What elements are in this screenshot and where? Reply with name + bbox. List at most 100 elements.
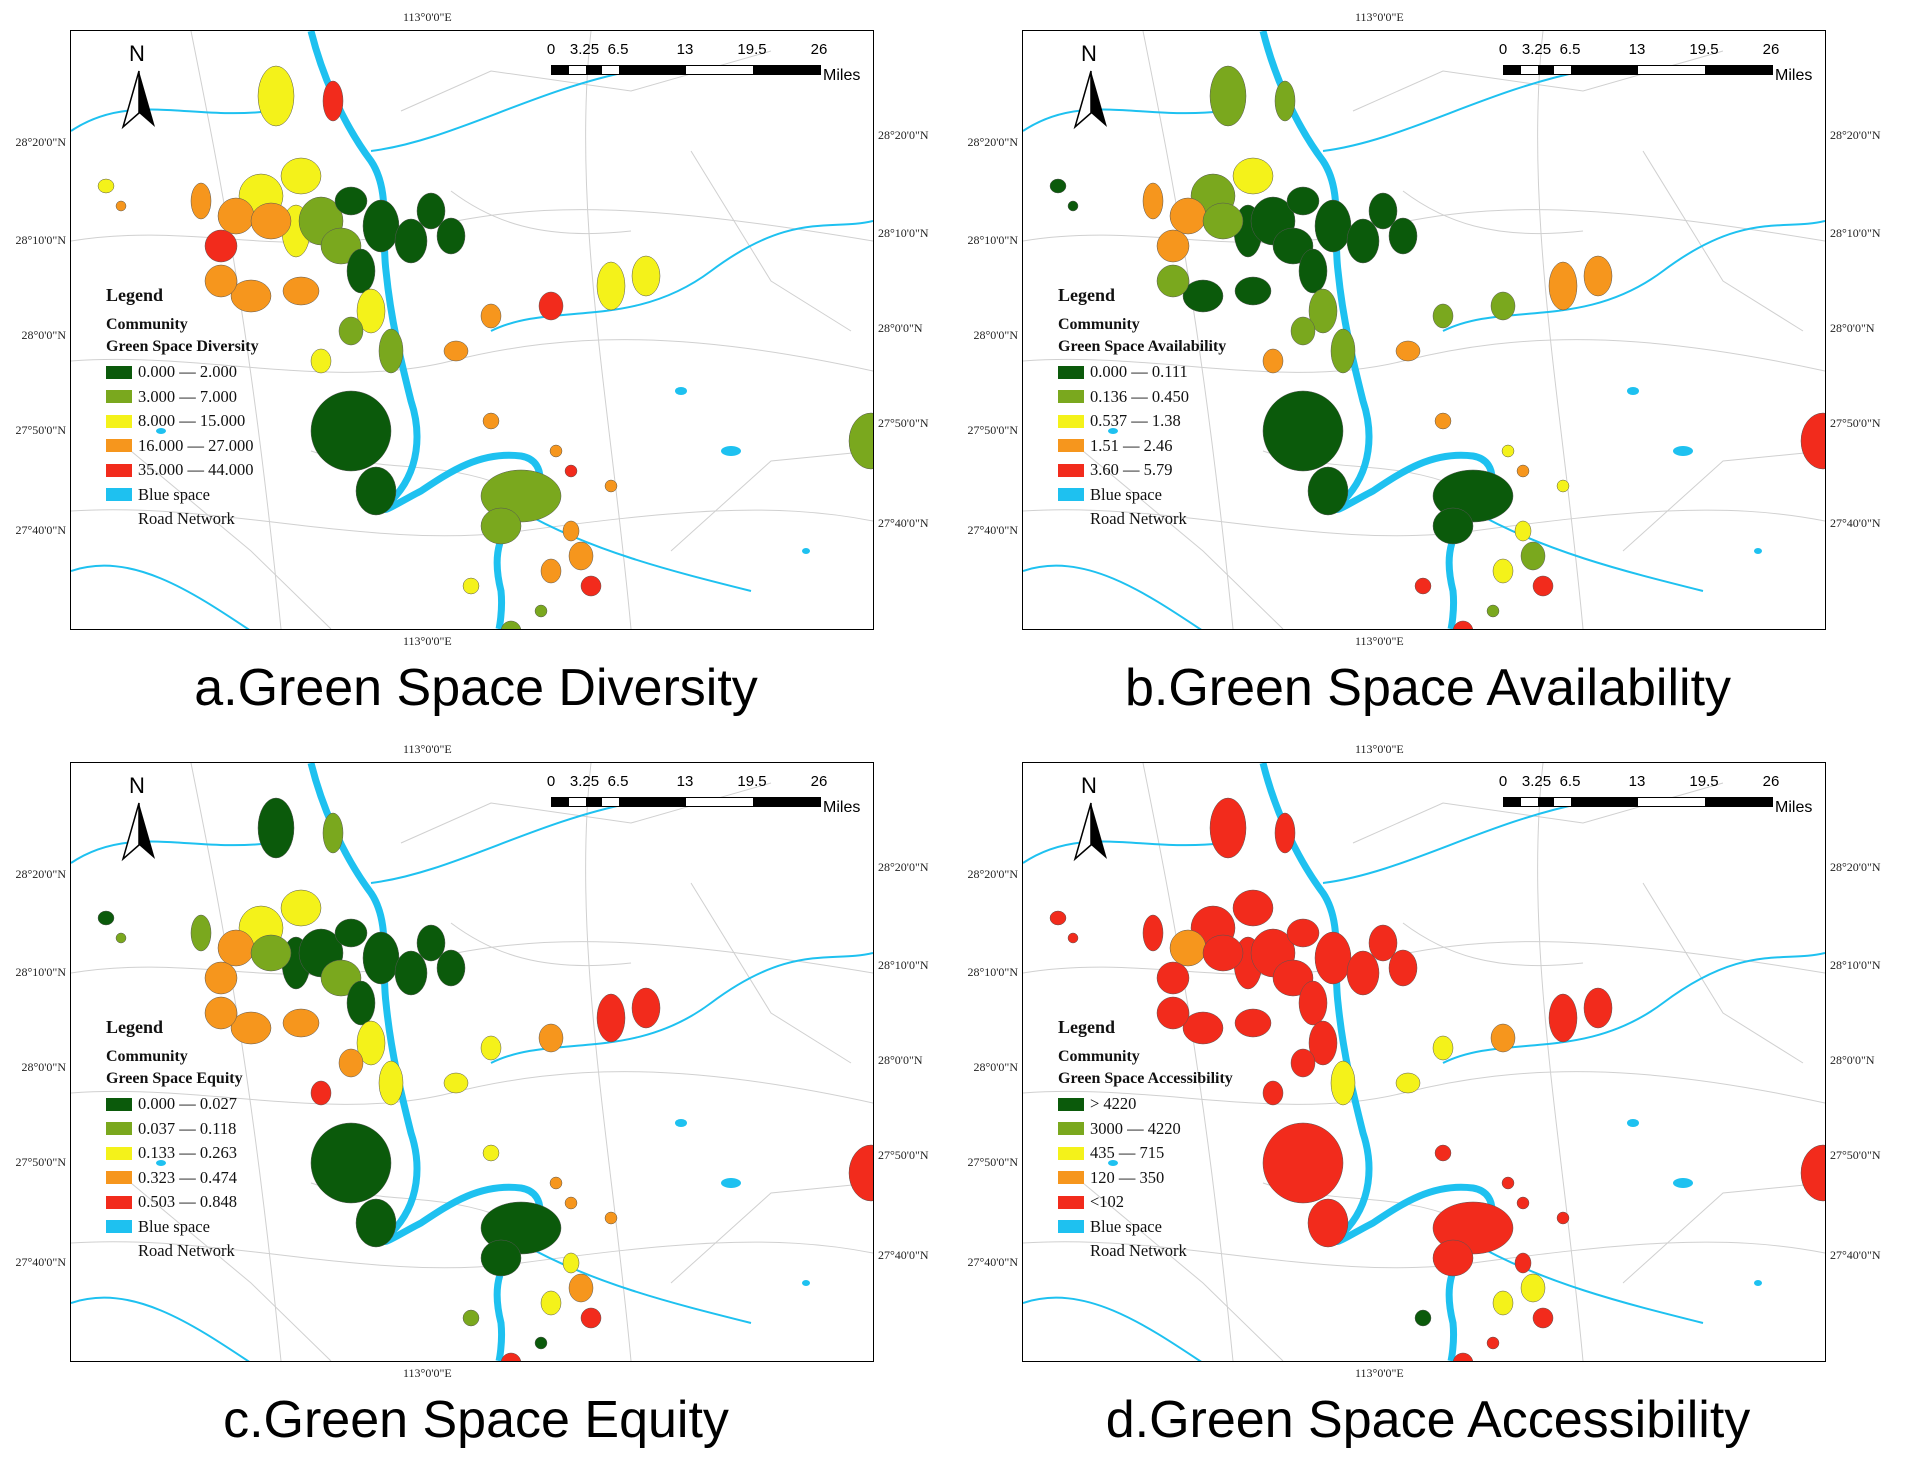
community-polygon[interactable] bbox=[1583, 255, 1613, 297]
community-polygon[interactable] bbox=[1432, 303, 1454, 329]
community-polygon[interactable] bbox=[1156, 229, 1190, 263]
community-polygon[interactable] bbox=[562, 520, 580, 542]
community-polygon[interactable] bbox=[568, 1273, 594, 1303]
community-polygon[interactable] bbox=[1434, 1144, 1452, 1162]
community-polygon[interactable] bbox=[538, 1023, 564, 1053]
community-polygon[interactable] bbox=[1501, 1176, 1515, 1190]
community-polygon[interactable] bbox=[1532, 1307, 1554, 1329]
community-polygon[interactable] bbox=[1272, 227, 1314, 265]
community-polygon[interactable] bbox=[1156, 996, 1190, 1030]
community-polygon[interactable] bbox=[320, 227, 362, 265]
community-polygon[interactable] bbox=[1432, 1239, 1474, 1277]
community-polygon[interactable] bbox=[1388, 217, 1418, 255]
community-polygon[interactable] bbox=[1492, 558, 1514, 584]
community-polygon[interactable] bbox=[1548, 261, 1578, 311]
map-canvas[interactable] bbox=[71, 763, 873, 1361]
community-polygon[interactable] bbox=[250, 202, 292, 240]
community-polygon[interactable] bbox=[1516, 464, 1530, 478]
community-polygon[interactable] bbox=[1452, 1352, 1474, 1361]
community-polygon[interactable] bbox=[1067, 932, 1079, 944]
community-polygon[interactable] bbox=[334, 918, 368, 948]
community-polygon[interactable] bbox=[1368, 924, 1398, 962]
community-polygon[interactable] bbox=[1490, 1023, 1516, 1053]
community-polygon[interactable] bbox=[580, 575, 602, 597]
community-polygon[interactable] bbox=[562, 1252, 580, 1274]
community-polygon[interactable] bbox=[500, 620, 522, 629]
community-polygon[interactable] bbox=[378, 328, 404, 374]
community-polygon[interactable] bbox=[1182, 279, 1224, 313]
community-polygon[interactable] bbox=[1202, 202, 1244, 240]
community-polygon[interactable] bbox=[500, 1352, 522, 1361]
community-polygon[interactable] bbox=[564, 1196, 578, 1210]
community-polygon[interactable] bbox=[540, 558, 562, 584]
community-polygon[interactable] bbox=[1308, 288, 1338, 334]
community-polygon[interactable] bbox=[346, 248, 376, 294]
community-polygon[interactable] bbox=[540, 1290, 562, 1316]
community-polygon[interactable] bbox=[282, 1008, 320, 1038]
community-polygon[interactable] bbox=[356, 1020, 386, 1066]
community-polygon[interactable] bbox=[1490, 291, 1516, 321]
community-polygon[interactable] bbox=[1298, 980, 1328, 1026]
community-polygon[interactable] bbox=[230, 1011, 272, 1045]
community-polygon[interactable] bbox=[534, 1336, 548, 1350]
community-polygon[interactable] bbox=[1486, 1336, 1500, 1350]
community-polygon[interactable] bbox=[1298, 248, 1328, 294]
community-polygon[interactable] bbox=[1234, 276, 1272, 306]
community-polygon[interactable] bbox=[1330, 328, 1356, 374]
community-polygon[interactable] bbox=[631, 255, 661, 297]
community-polygon[interactable] bbox=[1049, 178, 1067, 194]
community-polygon[interactable] bbox=[355, 1198, 397, 1248]
community-polygon[interactable] bbox=[1556, 1211, 1570, 1225]
community-polygon[interactable] bbox=[394, 950, 428, 996]
community-polygon[interactable] bbox=[1307, 466, 1349, 516]
community-polygon[interactable] bbox=[1346, 218, 1380, 264]
community-polygon[interactable] bbox=[1432, 1035, 1454, 1061]
community-polygon[interactable] bbox=[564, 464, 578, 478]
community-polygon[interactable] bbox=[1209, 65, 1247, 127]
community-polygon[interactable] bbox=[1232, 889, 1274, 927]
community-polygon[interactable] bbox=[436, 949, 466, 987]
community-polygon[interactable] bbox=[1556, 479, 1570, 493]
community-polygon[interactable] bbox=[631, 987, 661, 1029]
community-polygon[interactable] bbox=[480, 303, 502, 329]
community-polygon[interactable] bbox=[1520, 1273, 1546, 1303]
community-polygon[interactable] bbox=[549, 1176, 563, 1190]
community-polygon[interactable] bbox=[217, 197, 255, 235]
community-polygon[interactable] bbox=[549, 444, 563, 458]
community-polygon[interactable] bbox=[1182, 1011, 1224, 1045]
community-polygon[interactable] bbox=[596, 993, 626, 1043]
community-polygon[interactable] bbox=[1234, 1008, 1272, 1038]
community-polygon[interactable] bbox=[1414, 1309, 1432, 1327]
community-polygon[interactable] bbox=[1800, 412, 1825, 470]
community-polygon[interactable] bbox=[338, 1048, 364, 1078]
map-canvas[interactable] bbox=[1023, 763, 1825, 1361]
community-polygon[interactable] bbox=[482, 412, 500, 430]
community-polygon[interactable] bbox=[190, 182, 212, 220]
community-polygon[interactable] bbox=[1142, 914, 1164, 952]
community-polygon[interactable] bbox=[1232, 157, 1274, 195]
community-polygon[interactable] bbox=[1452, 620, 1474, 629]
community-polygon[interactable] bbox=[310, 1080, 332, 1106]
community-polygon[interactable] bbox=[534, 604, 548, 618]
community-polygon[interactable] bbox=[1514, 520, 1532, 542]
community-polygon[interactable] bbox=[1067, 200, 1079, 212]
community-polygon[interactable] bbox=[480, 507, 522, 545]
community-polygon[interactable] bbox=[334, 186, 368, 216]
community-polygon[interactable] bbox=[1286, 918, 1320, 948]
community-polygon[interactable] bbox=[1548, 993, 1578, 1043]
community-polygon[interactable] bbox=[1434, 412, 1452, 430]
community-polygon[interactable] bbox=[1262, 390, 1344, 472]
community-polygon[interactable] bbox=[310, 348, 332, 374]
community-polygon[interactable] bbox=[1156, 264, 1190, 298]
community-polygon[interactable] bbox=[482, 1144, 500, 1162]
community-polygon[interactable] bbox=[230, 279, 272, 313]
community-polygon[interactable] bbox=[436, 217, 466, 255]
community-polygon[interactable] bbox=[1501, 444, 1515, 458]
community-polygon[interactable] bbox=[115, 932, 127, 944]
community-polygon[interactable] bbox=[250, 934, 292, 972]
community-polygon[interactable] bbox=[1414, 577, 1432, 595]
community-polygon[interactable] bbox=[1262, 1122, 1344, 1204]
community-polygon[interactable] bbox=[538, 291, 564, 321]
community-polygon[interactable] bbox=[204, 264, 238, 298]
community-polygon[interactable] bbox=[1262, 1080, 1284, 1106]
